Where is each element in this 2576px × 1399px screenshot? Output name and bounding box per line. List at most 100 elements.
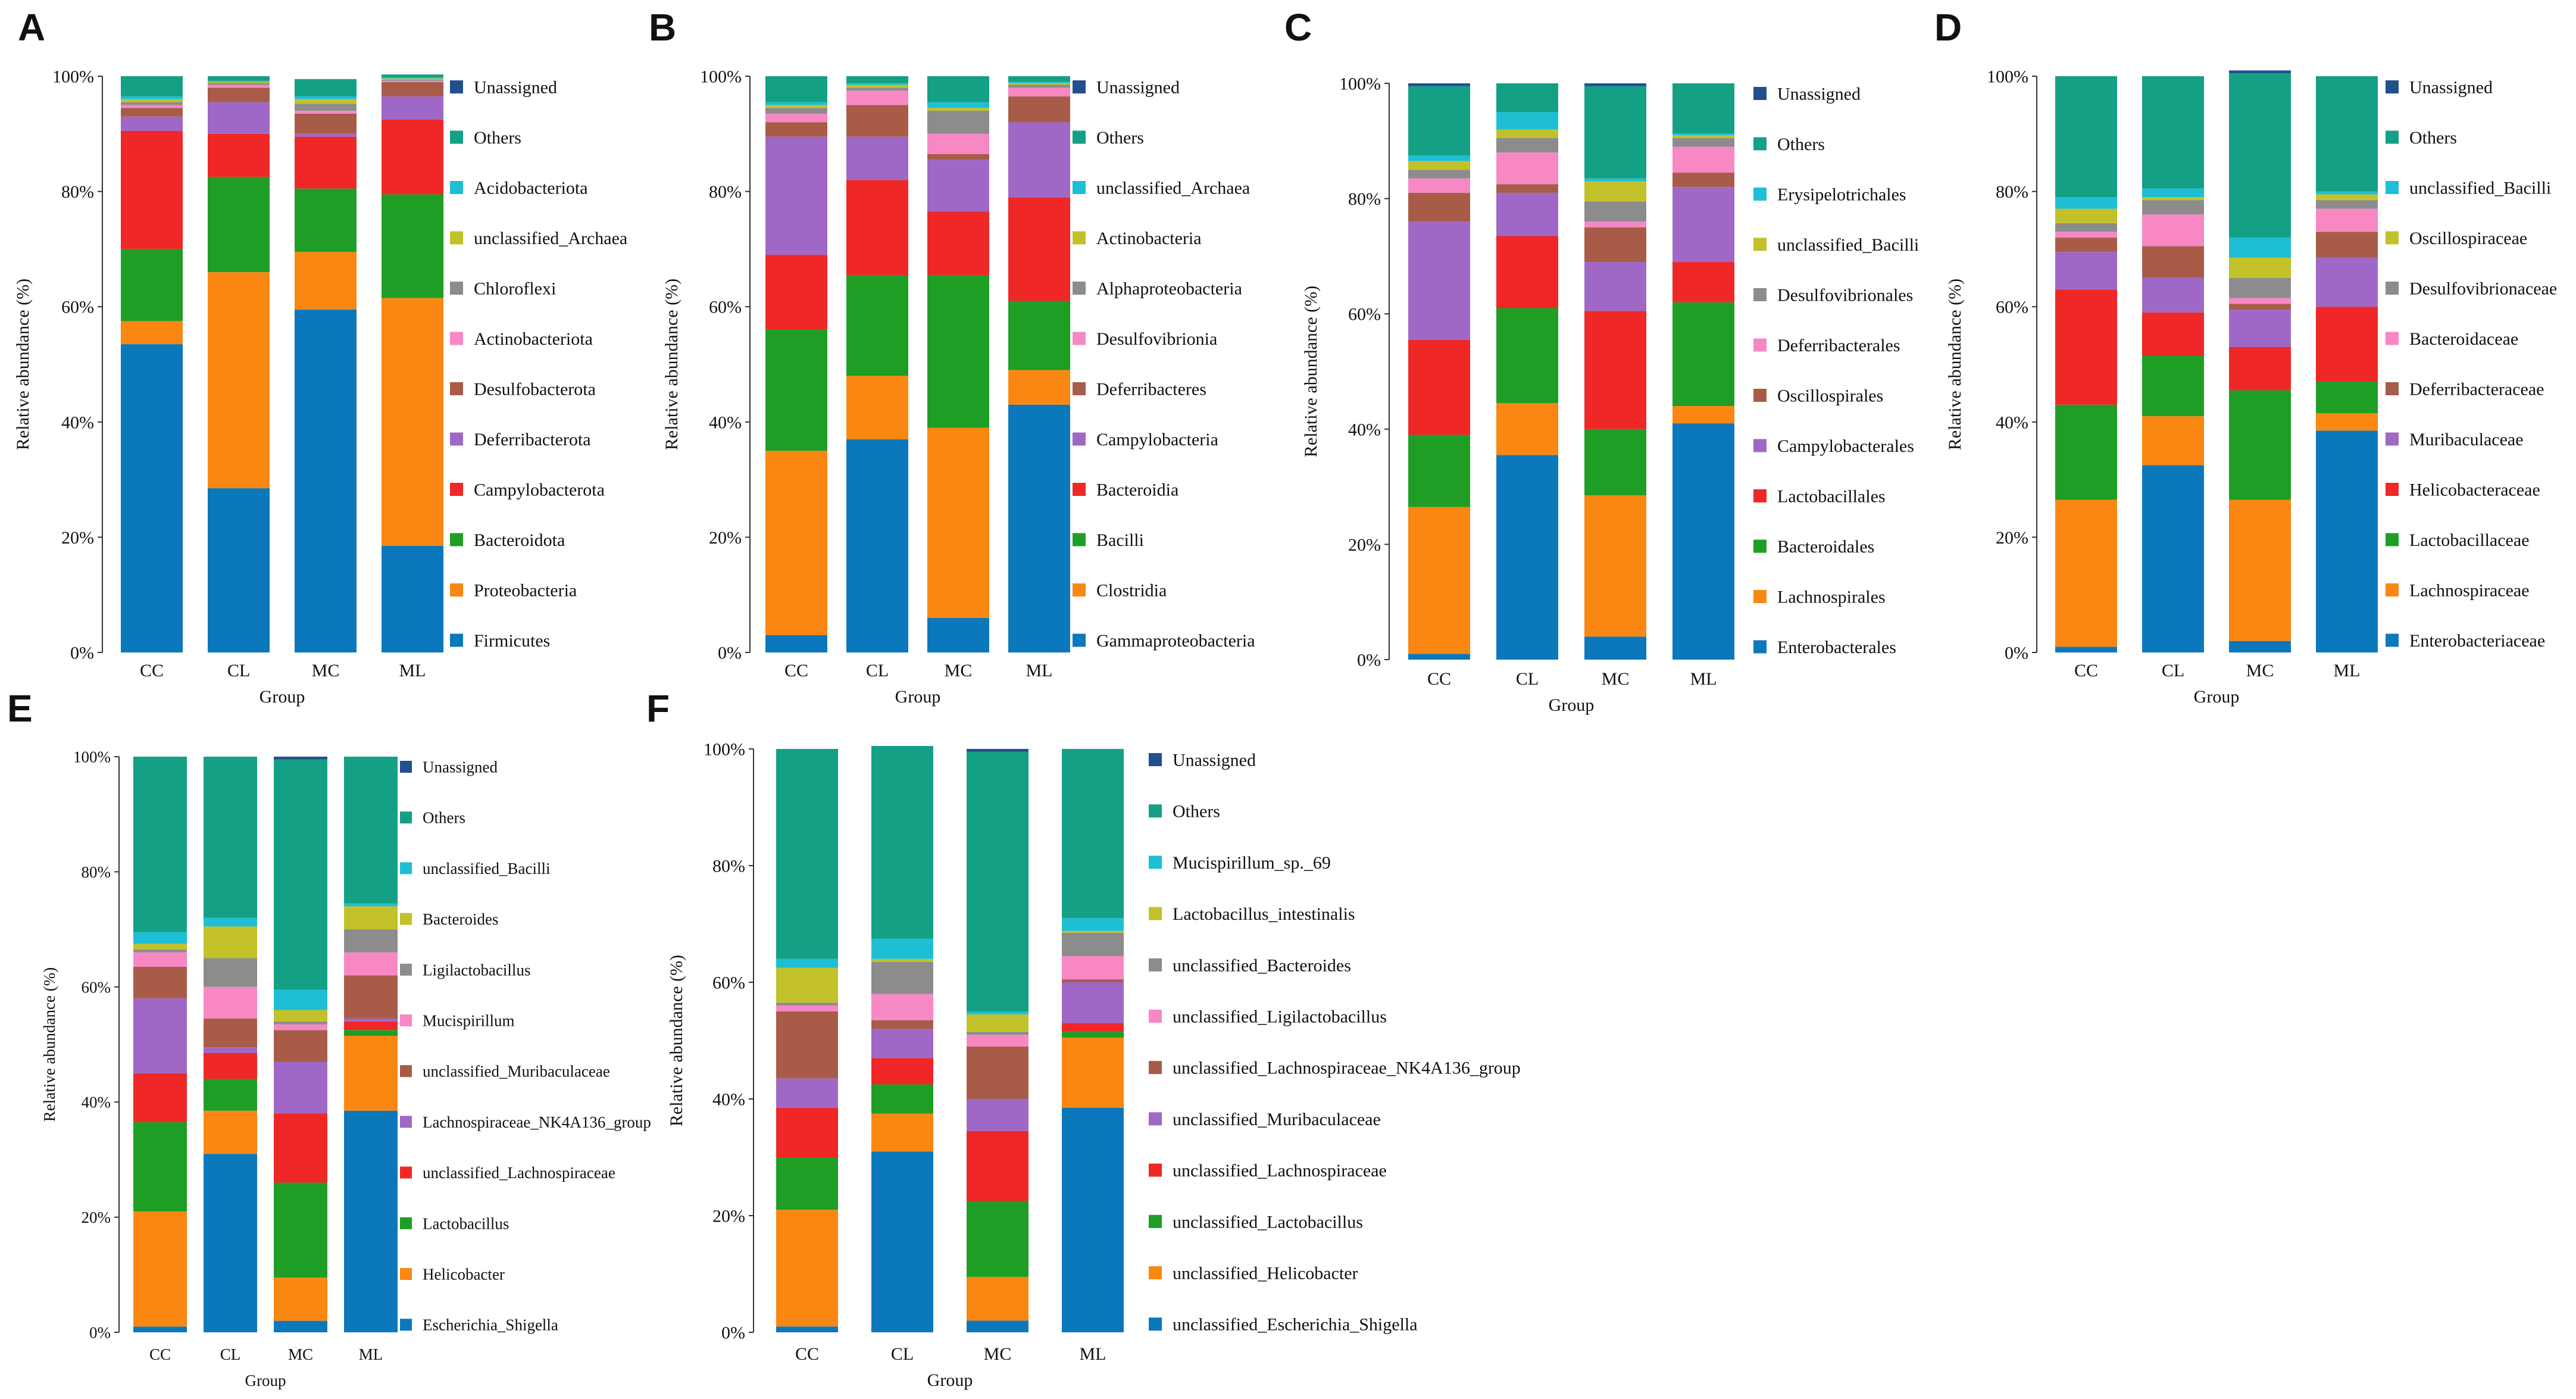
bar-segment-CC-Deferribacterota xyxy=(121,116,183,131)
bar-segment-CC-Escherichia_Shigella xyxy=(133,1326,187,1332)
bar-segment-ML-unclassified_Bacilli xyxy=(344,903,398,907)
bar-segment-CL-Bacilli xyxy=(846,274,908,376)
y-tick-label: 80% xyxy=(82,863,111,881)
legend-label: Mucispirillum xyxy=(423,1011,515,1029)
bar-segment-CL-Lactobacillus_intestinalis xyxy=(871,958,933,962)
bar-segment-ML-Oscillospirales xyxy=(1672,173,1734,188)
legend-swatch xyxy=(400,811,412,824)
bar-segment-CC-Bacteroidia xyxy=(765,255,827,330)
legend-label: Deferribacteraceae xyxy=(2409,380,2544,399)
legend-label: Unassigned xyxy=(474,78,557,98)
bar-segment-ML-Others xyxy=(382,74,443,77)
bar-segment-CC-Others xyxy=(765,76,827,102)
legend-swatch xyxy=(1073,633,1086,647)
bar-segment-CL-Bacteroidota xyxy=(208,177,270,273)
legend-label: unclassified_Archaea xyxy=(1096,179,1250,198)
legend-swatch xyxy=(1753,238,1767,251)
bar-segment-ML-Bacteroidota xyxy=(382,194,443,298)
bar-segment-CC-Muribaculaceae xyxy=(2055,252,2117,290)
bar-segment-MC-Actinobacteriota xyxy=(295,111,357,114)
y-tick-label: 40% xyxy=(61,413,94,432)
legend-swatch xyxy=(1149,804,1162,818)
y-tick-label: 60% xyxy=(82,978,111,996)
bar-segment-ML-Deferribacteraceae xyxy=(2316,232,2378,258)
x-axis-label: Group xyxy=(1549,695,1595,715)
bar-segment-CC-Others xyxy=(1408,86,1470,155)
bar-segment-CC-Clostridia xyxy=(765,451,827,635)
bar-segment-CL-Deferribacterales xyxy=(1496,152,1558,185)
bar-segment-CL-Lachnospirales xyxy=(1496,403,1558,455)
bar-segment-CL-Alphaproteobacteria xyxy=(846,88,908,91)
legend-label: Others xyxy=(1173,802,1220,822)
bar-segment-CL-unclassified_Helicobacter xyxy=(871,1113,933,1152)
bar-segment-MC-Muribaculaceae xyxy=(2229,310,2291,347)
legend-swatch xyxy=(450,181,463,194)
legend-swatch xyxy=(1073,80,1086,93)
legend-swatch xyxy=(400,1217,412,1229)
x-tick-label: ML xyxy=(1080,1344,1106,1364)
panel-label: D xyxy=(1934,6,1962,49)
x-tick-label: CC xyxy=(1427,669,1451,689)
bar-segment-CC-unclassified_Archaea xyxy=(121,99,183,102)
bar-segment-CC-Enterobacterales xyxy=(1408,654,1470,660)
legend-label: Desulfovibrionaceae xyxy=(2409,279,2557,299)
bar-segment-CC-Gammaproteobacteria xyxy=(765,635,827,652)
bar-segment-MC-Helicobacter xyxy=(274,1278,327,1321)
bar-segment-CC-Oscillospiraceae xyxy=(2055,208,2117,223)
y-tick-label: 0% xyxy=(70,644,94,663)
legend-swatch xyxy=(1753,439,1767,452)
bar-segment-MC-Ligilactobacillus xyxy=(274,1021,327,1025)
bar-segment-CC-Helicobacter xyxy=(133,1211,187,1327)
bar-segment-CC-Deferribacteres xyxy=(765,122,827,137)
bar-segment-MC-unclassified_Bacilli xyxy=(2229,238,2291,258)
legend-swatch xyxy=(400,1166,412,1179)
x-tick-label: ML xyxy=(399,661,426,680)
bar-segment-ML-Lachnospirales xyxy=(1672,406,1734,424)
bar-segment-CC-Campylobacteria xyxy=(765,136,827,255)
bar-segment-ML-Campylobacterales xyxy=(1672,187,1734,263)
bar-segment-CC-unclassified_Archaea xyxy=(765,102,827,105)
x-tick-label: CL xyxy=(227,661,250,680)
bar-segment-CC-Lachnospiraceae_NK4A136_group xyxy=(133,998,187,1073)
bar-segment-MC-Unassigned xyxy=(967,749,1028,752)
bar-segment-MC-Firmicutes xyxy=(295,310,357,652)
legend-label: Others xyxy=(2409,128,2457,148)
bar-segment-MC-Lactobacillales xyxy=(1584,311,1646,429)
bar-segment-CL-unclassified_Archaea xyxy=(846,83,908,85)
bar-segment-CC-Bacteroidaceae xyxy=(2055,232,2117,238)
y-tick-label: 60% xyxy=(61,298,94,317)
bar-segment-CC-Proteobacteria xyxy=(121,321,183,345)
bar-segment-CC-unclassified_Lactobacillus xyxy=(776,1157,838,1210)
legend-swatch xyxy=(1149,1010,1162,1023)
legend-label: Unassigned xyxy=(2409,78,2493,98)
legend-swatch xyxy=(2386,583,2399,597)
legend-swatch xyxy=(1753,640,1767,654)
bar-segment-MC-Unassigned xyxy=(274,757,327,760)
legend-swatch xyxy=(2386,282,2399,295)
bar-segment-CL-unclassified_Muribaculaceae xyxy=(204,1018,257,1048)
x-tick-label: MC xyxy=(1602,669,1630,689)
legend-swatch xyxy=(1149,855,1162,869)
legend-swatch xyxy=(450,483,463,496)
bar-segment-MC-Deferribacteres xyxy=(927,154,989,160)
bar-segment-CL-unclassified_Lachnospiraceae xyxy=(871,1058,933,1085)
bar-segment-MC-Others xyxy=(1584,86,1646,179)
bar-segment-CL-Oscillospiraceae xyxy=(2142,197,2204,201)
bar-segment-ML-Deferribacteres xyxy=(1008,96,1070,123)
bar-segment-CC-unclassified_Escherichia_Shigella xyxy=(776,1326,838,1332)
bar-segment-ML-unclassified_Escherichia_Shigella xyxy=(1062,1107,1124,1332)
bar-segment-CL-Others xyxy=(204,757,257,918)
bar-segment-CC-unclassified_Lachnospiraceae xyxy=(776,1107,838,1157)
legend-label: Campylobacterales xyxy=(1777,436,1914,456)
bar-segment-ML-Lachnospiraceae_NK4A136_group xyxy=(344,1018,398,1022)
bar-segment-CL-unclassified_Lactobacillus xyxy=(871,1084,933,1114)
bar-segment-MC-Lactobacillus xyxy=(274,1182,327,1278)
bar-segment-CL-unclassified_Bacteroides xyxy=(871,961,933,994)
bar-segment-MC-unclassified_Lachnospiraceae_NK4A136_group xyxy=(967,1046,1028,1099)
legend-swatch xyxy=(1073,583,1086,597)
bar-segment-ML-unclassified_Bacilli xyxy=(1672,135,1734,138)
y-tick-label: 40% xyxy=(712,1090,745,1110)
legend-label: Muribaculaceae xyxy=(2409,430,2524,449)
legend-swatch xyxy=(1149,958,1162,972)
x-tick-label: ML xyxy=(1690,669,1717,689)
